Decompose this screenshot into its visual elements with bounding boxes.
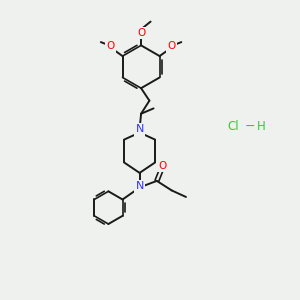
Text: O: O <box>106 41 115 51</box>
Text: −: − <box>244 120 255 133</box>
Text: H: H <box>257 120 266 133</box>
Text: N: N <box>135 124 144 134</box>
Text: O: O <box>158 161 166 171</box>
Text: O: O <box>167 41 175 51</box>
Text: N: N <box>135 181 144 191</box>
Text: O: O <box>137 28 145 38</box>
Text: Cl: Cl <box>227 120 239 133</box>
